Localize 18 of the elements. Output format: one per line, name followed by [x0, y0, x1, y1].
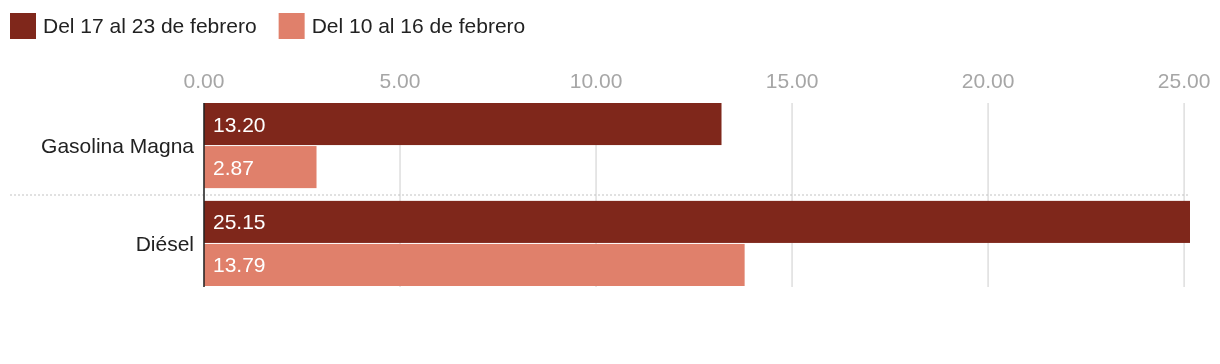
y-tick-label: Gasolina Magna: [41, 134, 195, 158]
bar: [204, 103, 722, 146]
bar: [204, 146, 317, 189]
data-label: 2.87: [213, 155, 254, 179]
bar: [204, 200, 1190, 243]
legend-label: Del 17 al 23 de febrero: [43, 14, 257, 37]
x-tick-label: 15.00: [765, 69, 819, 92]
legend-label: Del 10 al 16 de febrero: [311, 14, 526, 37]
bar: [204, 243, 745, 286]
data-label: 13.79: [213, 253, 266, 277]
x-tick-label: 10.00: [569, 69, 623, 92]
x-tick-label: 5.00: [379, 69, 421, 92]
data-label: 25.15: [213, 210, 266, 234]
y-tick-label: Diésel: [135, 231, 194, 255]
x-tick-label: 20.00: [961, 69, 1015, 92]
data-label: 13.20: [213, 112, 266, 136]
x-tick-label: 25.00: [1157, 69, 1211, 92]
x-tick-label: 0.00: [183, 69, 225, 92]
